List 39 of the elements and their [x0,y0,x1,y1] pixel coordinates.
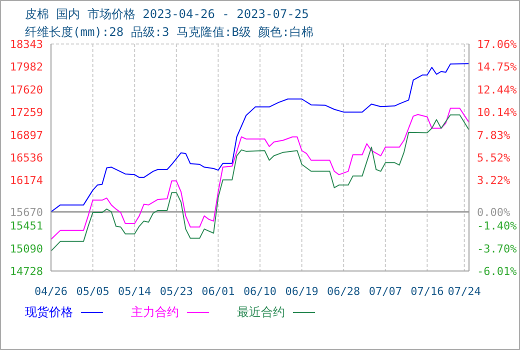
line-series [51,63,469,212]
x-tick-label: 06/01 [202,284,235,298]
x-tick-label: 05/05 [76,284,110,298]
chart-title: 皮棉 国内 市场价格 2023-04-26 - 2023-07-25 [25,6,310,23]
y2-tick-label: 14.75% [477,60,518,74]
y2-tick-label: 3.22% [477,174,510,188]
x-tick-label: 07/24 [448,284,482,298]
x-tick-label: 05/23 [160,284,193,298]
y2-tick-label: 7.83% [477,128,510,142]
y2-tick-label: 12.44% [477,83,518,96]
x-tick-label: 04/26 [34,284,68,298]
x-tick-label: 06/19 [285,284,318,298]
x-tick-label: 07/16 [410,284,444,298]
y2-tick-label: 17.06% [477,38,518,51]
y-tick-label: 17259 [10,106,43,120]
y-tick-label: 17982 [10,60,43,74]
x-tick-label: 06/10 [243,284,277,298]
y-tick-label: 16536 [10,151,43,164]
y2-tick-label: -1.40% [477,220,518,233]
y2-tick-label: 0.00% [477,206,510,219]
y2-tick-label: 10.14% [477,106,518,120]
legend-label: 主力合约 [131,304,179,321]
x-tick-label: 07/07 [368,284,402,298]
y2-tick-label: -3.70% [477,242,518,256]
y-tick-label: 18343 [10,38,43,51]
y-tick-label: 15451 [10,220,43,233]
x-tick-label: 06/28 [327,284,360,298]
y2-tick-label: 5.52% [477,152,510,165]
y-tick-label: 17620 [10,83,43,96]
x-tick-label: 05/14 [118,284,152,298]
y-tick-label: 16897 [10,128,43,142]
y-tick-label: 16174 [10,174,44,188]
legend-label: 现货价格 [25,304,73,321]
y-tick-label: 15670 [10,206,43,219]
chart-subtitle: 纤维长度(mm):28 品级:3 马克隆值:B级 颜色:白棉 [25,24,314,40]
y-tick-label: 15090 [10,242,43,256]
y2-tick-label: -6.01% [477,265,518,278]
legend-label: 最近合约 [237,304,285,321]
y-tick-label: 14728 [10,265,43,278]
